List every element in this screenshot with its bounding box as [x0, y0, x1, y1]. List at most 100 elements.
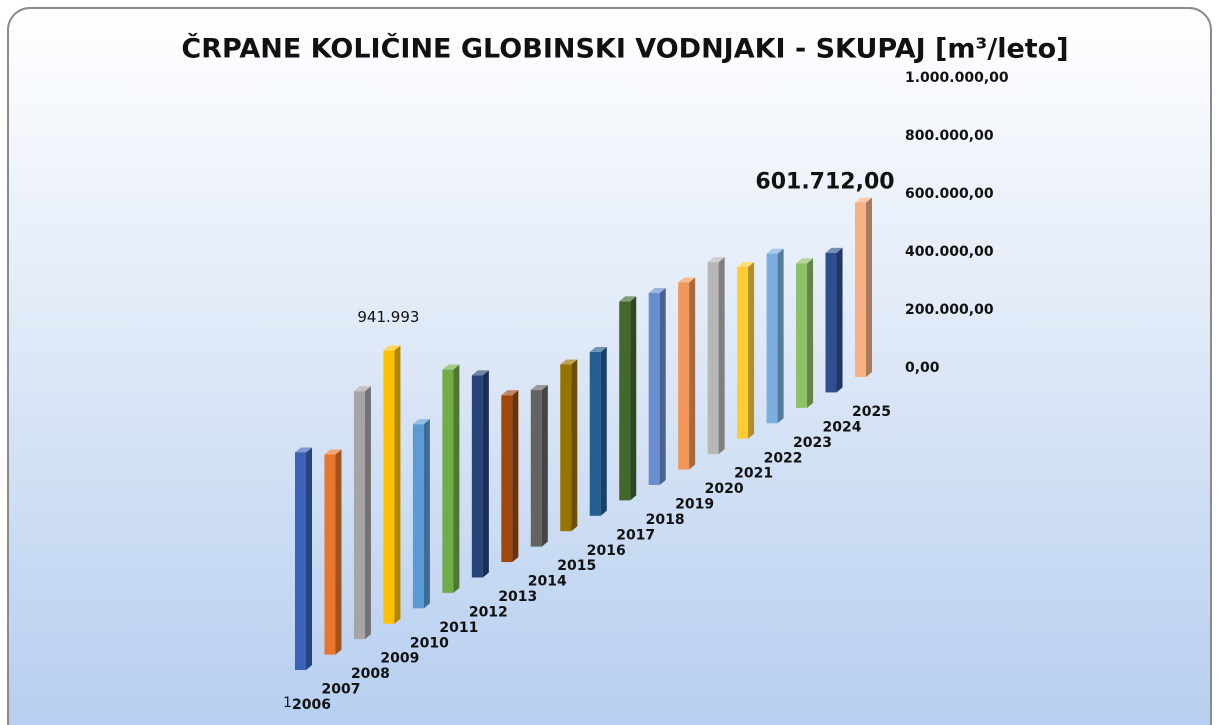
bar-side-shade [659, 287, 666, 485]
y-tick-label: 400.000,00 [905, 244, 994, 260]
bar-top [442, 364, 460, 370]
bar-top-light [796, 258, 814, 264]
x-tick-label: 2015 [557, 558, 596, 574]
bar-top [707, 257, 725, 263]
bar-side-shade [335, 449, 342, 655]
x-tick-label: 2025 [852, 404, 891, 420]
bar-top-light [855, 197, 872, 203]
chart-area [7, 7, 1212, 725]
bar-side [689, 277, 696, 470]
bar-side [423, 419, 430, 609]
bar-side-shade [541, 385, 548, 547]
bar-top [766, 248, 784, 254]
bar [442, 369, 454, 593]
bar-top-light [737, 262, 755, 268]
x-tick-label: 2021 [734, 466, 773, 482]
bar [501, 395, 513, 563]
bar-top [589, 346, 607, 352]
bar-side-shade [600, 346, 607, 516]
bar-top-light [560, 359, 578, 365]
bar-top-light [442, 364, 460, 370]
x-tick-label: 2012 [469, 604, 508, 620]
bar-top-light [501, 390, 519, 396]
y-tick-label: 200.000,00 [905, 302, 994, 318]
bar [619, 301, 631, 501]
bar [707, 262, 719, 455]
bar-top [383, 345, 401, 351]
bar-top [324, 449, 342, 455]
x-tick-label: 2007 [321, 682, 360, 698]
bar-top [295, 447, 312, 453]
x-tick-label: 2013 [498, 589, 537, 605]
bar [678, 282, 690, 470]
bar-side-shade [482, 370, 489, 578]
bar-top [619, 296, 637, 302]
x-tick-label: 2010 [410, 635, 449, 651]
bar [737, 267, 749, 439]
bar-top-light [324, 449, 342, 455]
bar [648, 292, 660, 485]
bar-side-shade [453, 364, 460, 593]
bar-side [718, 257, 725, 455]
bar-side [600, 346, 607, 516]
bar-side-shade [630, 296, 637, 501]
bar-side [807, 258, 814, 408]
bar-side [659, 287, 666, 485]
bar-side-shade [836, 247, 843, 393]
bar-side-shade [748, 262, 755, 439]
bar-side-shade [807, 258, 814, 408]
bar-top-light [353, 386, 371, 392]
x-tick-label: 2009 [380, 651, 419, 667]
x-tick-label: 2017 [616, 527, 655, 543]
bar-side [364, 386, 371, 640]
bar-top [353, 386, 371, 392]
bar-top-light [589, 346, 607, 352]
bar-side-shade [571, 359, 578, 532]
bar-side-shade [394, 345, 401, 624]
x-tick-label: 2020 [705, 481, 744, 497]
bar-top-light [295, 447, 312, 453]
bar-top-light [825, 247, 843, 253]
x-tick-label: 2018 [646, 512, 685, 528]
bar-side [777, 248, 784, 424]
bar-top-light [471, 370, 489, 376]
bar-side [836, 247, 843, 393]
x-tick-label: 2019 [675, 497, 714, 513]
bar-side [541, 385, 548, 547]
bar [855, 202, 866, 377]
bar [353, 391, 365, 640]
bar [796, 263, 808, 408]
x-tick-label: 2016 [587, 543, 626, 559]
bar-side-shade [512, 390, 519, 563]
bar-top [678, 277, 696, 283]
x-tick-label: 2022 [764, 450, 803, 466]
bar [412, 424, 424, 609]
bar-side-shade [777, 248, 784, 424]
x-tick-label: 2023 [793, 435, 832, 451]
bar-top [855, 197, 872, 203]
chart-title: ČRPANE KOLIČINE GLOBINSKI VODNJAKI - SKU… [181, 33, 1068, 65]
bar-side-shade [689, 277, 696, 470]
x-tick-label: 2014 [528, 574, 567, 590]
bar-top [471, 370, 489, 376]
data-label: 941.993 [357, 308, 419, 326]
bar-top-light [678, 277, 696, 283]
bar-side [335, 449, 342, 655]
bar-top [412, 419, 430, 425]
bar [471, 375, 483, 578]
bar-side-shade [364, 386, 371, 640]
bar-side [512, 390, 519, 563]
bar-top-light [412, 419, 430, 425]
y-tick-label: 800.000,00 [905, 128, 994, 144]
bar [560, 364, 572, 532]
bar-top-light [530, 385, 548, 391]
x-tick-label: 2024 [823, 419, 862, 435]
bar-top [530, 385, 548, 391]
bar [383, 350, 395, 624]
y-tick-label: 1.000.000,00 [905, 70, 1009, 86]
bar [530, 390, 542, 547]
bar-top-light [619, 296, 637, 302]
bar-side [394, 345, 401, 624]
bar-top-light [766, 248, 784, 254]
